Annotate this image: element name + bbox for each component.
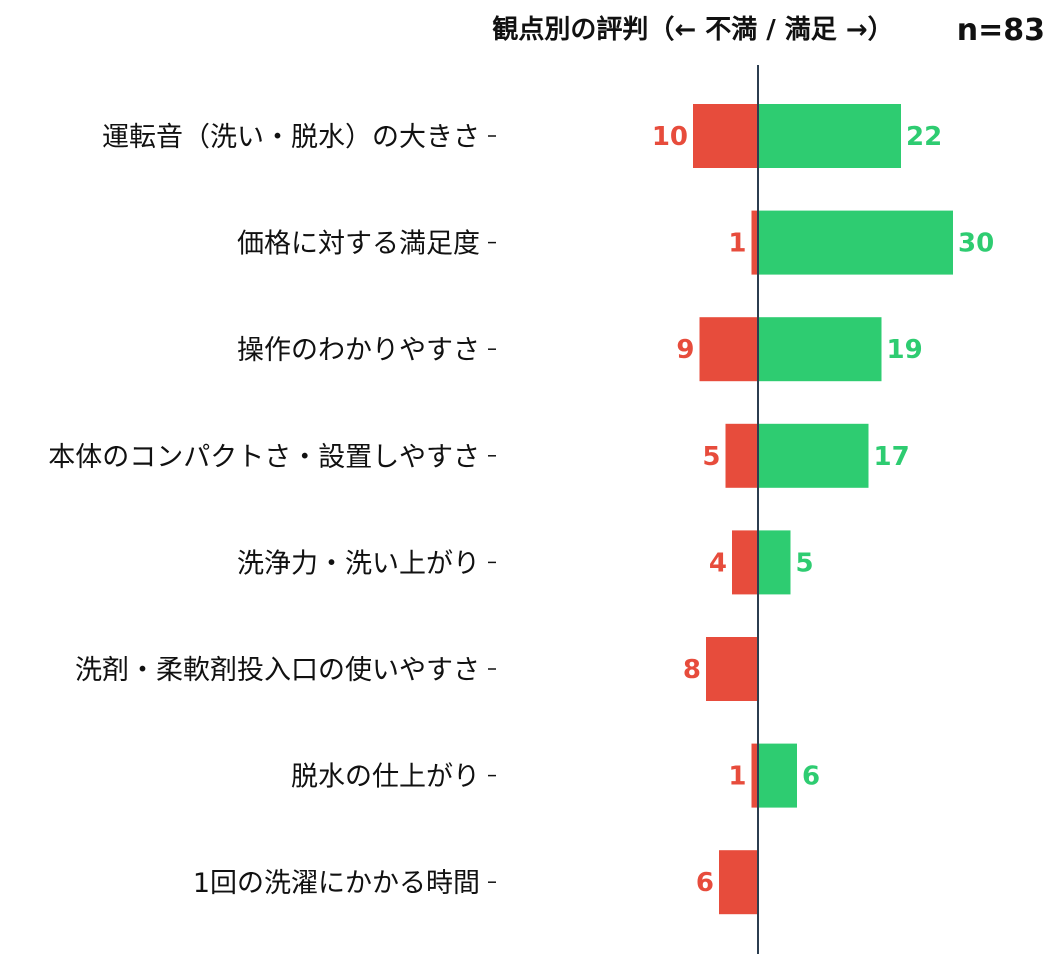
bar-negative	[725, 423, 758, 488]
category-label: 洗浄力・洗い上がり	[237, 548, 480, 579]
category-label: 操作のわかりやすさ	[237, 335, 480, 366]
value-label-positive: 30	[958, 229, 994, 259]
bar-negative	[706, 637, 758, 701]
bar-positive	[758, 423, 869, 488]
value-label-negative: 5	[702, 442, 720, 472]
value-label-negative: 9	[676, 335, 694, 365]
value-label-negative: 10	[652, 122, 688, 152]
value-label-negative: 8	[683, 655, 701, 685]
value-label-negative: 6	[696, 868, 714, 898]
category-label: 価格に対する満足度	[237, 229, 480, 260]
bar-positive	[758, 210, 953, 275]
bar-negative	[719, 850, 758, 915]
value-label-positive: 22	[906, 122, 942, 152]
value-label-positive: 6	[802, 762, 820, 792]
bar-negative	[751, 743, 758, 808]
value-label-negative: 1	[728, 762, 746, 792]
bar-positive	[758, 104, 901, 168]
bar-positive	[758, 530, 791, 595]
value-label-positive: 5	[796, 548, 814, 578]
value-label-negative: 4	[709, 548, 727, 578]
category-label: 1回の洗濯にかかる時間	[193, 868, 480, 899]
bar-negative	[693, 104, 758, 168]
bar-negative	[699, 317, 758, 382]
bar-negative	[751, 210, 758, 275]
bar-positive	[758, 743, 797, 808]
category-label: 運転音（洗い・脱水）の大きさ	[102, 122, 480, 153]
category-label: 脱水の仕上がり	[291, 762, 480, 793]
category-label: 本体のコンパクトさ・設置しやすさ	[48, 442, 480, 473]
value-label-negative: 1	[728, 229, 746, 259]
sample-size-annotation: n=83	[957, 13, 1045, 48]
value-label-positive: 17	[874, 442, 910, 472]
labels-layer: 運転音（洗い・脱水）の大きさ 10 22 価格に対する満足度 1 30 操作のわかりやすさ 9…	[48, 122, 994, 899]
bar-negative	[732, 530, 758, 595]
bar-positive	[758, 317, 882, 382]
value-label-positive: 19	[887, 335, 923, 365]
bars-layer	[693, 104, 953, 915]
chart-title: 観点別の評判（← 不満 / 満足 →）	[492, 14, 893, 45]
category-label: 洗剤・柔軟剤投入口の使いやすさ	[75, 655, 480, 686]
